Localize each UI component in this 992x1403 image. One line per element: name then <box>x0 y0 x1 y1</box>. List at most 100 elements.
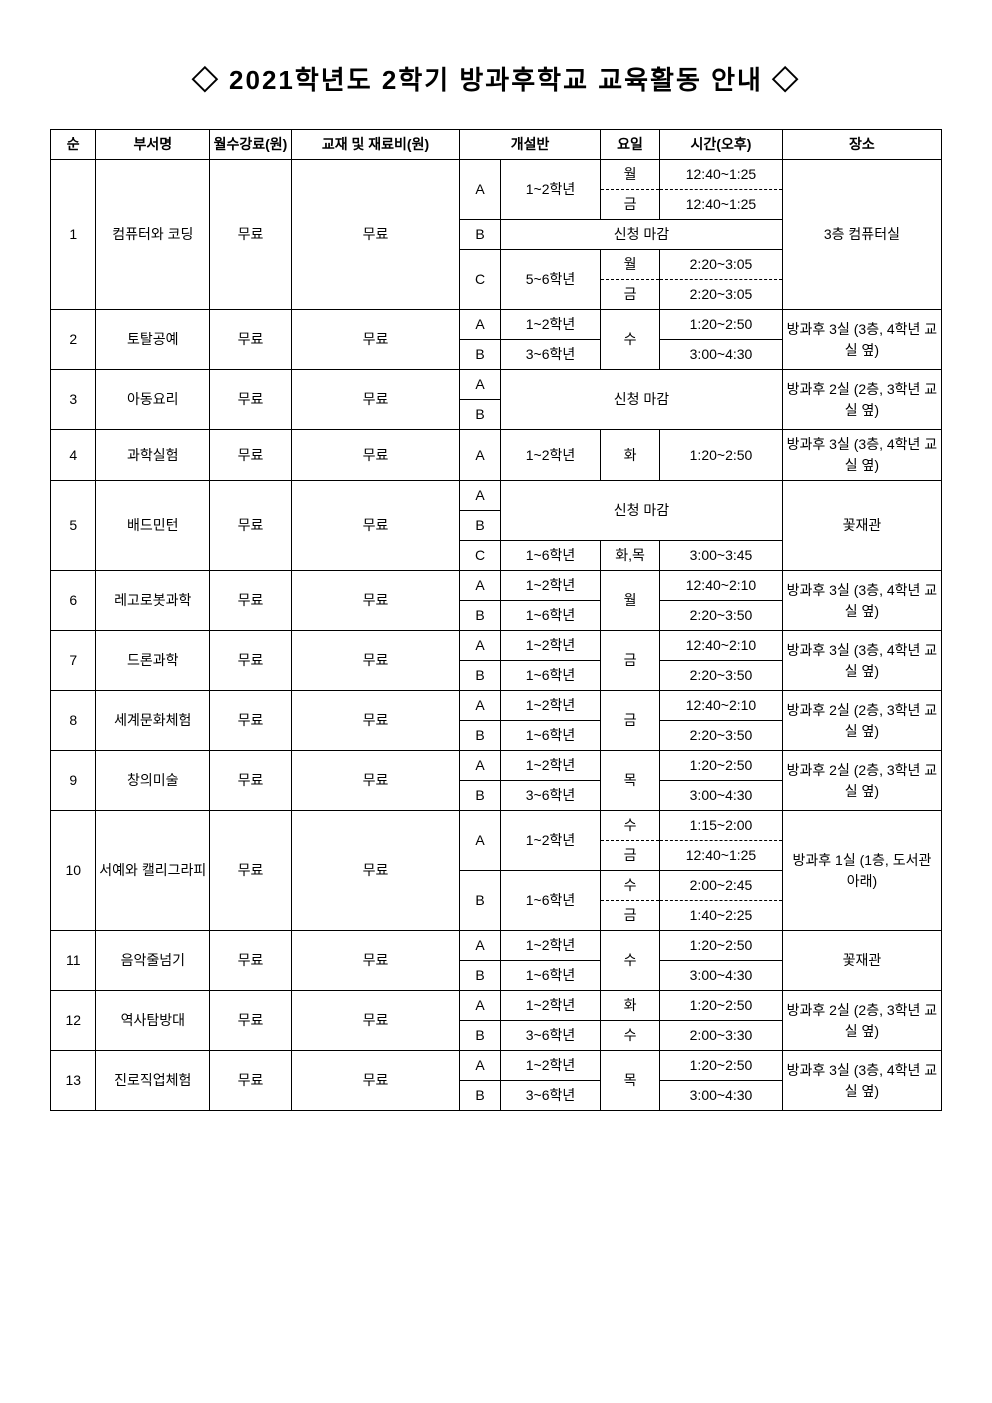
cell-day: 금 <box>601 190 660 220</box>
cell-place: 3층 컴퓨터실 <box>782 160 941 310</box>
cell-grade: 1~2학년 <box>501 691 601 721</box>
cell-place: 방과후 2실 (2층, 3학년 교실 옆) <box>782 691 941 751</box>
th-class-open: 개설반 <box>460 130 601 160</box>
cell-place: 방과후 2실 (2층, 3학년 교실 옆) <box>782 370 941 430</box>
cell-fee: 무료 <box>210 1051 292 1111</box>
cell-material: 무료 <box>291 631 459 691</box>
cell-class: A <box>460 751 501 781</box>
cell-closed: 신청 마감 <box>501 370 783 430</box>
cell-name: 역사탐방대 <box>96 991 210 1051</box>
cell-num: 5 <box>51 481 96 571</box>
cell-grade: 1~2학년 <box>501 310 601 340</box>
cell-class: A <box>460 931 501 961</box>
cell-material: 무료 <box>291 571 459 631</box>
cell-name: 컴퓨터와 코딩 <box>96 160 210 310</box>
cell-material: 무료 <box>291 991 459 1051</box>
cell-class: B <box>460 511 501 541</box>
cell-grade: 1~2학년 <box>501 430 601 481</box>
cell-grade: 1~2학년 <box>501 931 601 961</box>
cell-time: 2:20~3:50 <box>660 601 783 631</box>
cell-closed: 신청 마감 <box>501 220 783 250</box>
cell-day: 목 <box>601 751 660 811</box>
cell-time: 12:40~1:25 <box>660 190 783 220</box>
table-row: 5 배드민턴 무료 무료 A 신청 마감 꽃재관 <box>51 481 942 511</box>
cell-day: 수 <box>601 310 660 370</box>
cell-place: 방과후 3실 (3층, 4학년 교실 옆) <box>782 571 941 631</box>
cell-day: 월 <box>601 250 660 280</box>
cell-name: 배드민턴 <box>96 481 210 571</box>
table-row: 4 과학실험 무료 무료 A 1~2학년 화 1:20~2:50 방과후 3실 … <box>51 430 942 481</box>
cell-time: 1:20~2:50 <box>660 1051 783 1081</box>
cell-place: 꽃재관 <box>782 481 941 571</box>
cell-material: 무료 <box>291 481 459 571</box>
cell-grade: 3~6학년 <box>501 1021 601 1051</box>
cell-day: 목 <box>601 1051 660 1111</box>
cell-grade: 1~6학년 <box>501 541 601 571</box>
cell-time: 2:20~3:50 <box>660 721 783 751</box>
cell-time: 3:00~4:30 <box>660 781 783 811</box>
cell-num: 6 <box>51 571 96 631</box>
cell-num: 3 <box>51 370 96 430</box>
cell-class: A <box>460 430 501 481</box>
cell-time: 1:40~2:25 <box>660 901 783 931</box>
cell-class: B <box>460 400 501 430</box>
cell-day: 금 <box>601 280 660 310</box>
cell-time: 1:20~2:50 <box>660 991 783 1021</box>
cell-day: 금 <box>601 691 660 751</box>
cell-day: 화 <box>601 430 660 481</box>
cell-time: 3:00~4:30 <box>660 340 783 370</box>
cell-name: 아동요리 <box>96 370 210 430</box>
cell-class: A <box>460 1051 501 1081</box>
cell-day: 화,목 <box>601 541 660 571</box>
th-day: 요일 <box>601 130 660 160</box>
cell-class: B <box>460 721 501 751</box>
th-num: 순 <box>51 130 96 160</box>
table-row: 7 드론과학 무료 무료 A 1~2학년 금 12:40~2:10 방과후 3실… <box>51 631 942 661</box>
cell-grade: 5~6학년 <box>501 250 601 310</box>
cell-num: 8 <box>51 691 96 751</box>
cell-day: 수 <box>601 931 660 991</box>
table-row: 6 레고로봇과학 무료 무료 A 1~2학년 월 12:40~2:10 방과후 … <box>51 571 942 601</box>
cell-name: 토탈공예 <box>96 310 210 370</box>
cell-material: 무료 <box>291 370 459 430</box>
cell-fee: 무료 <box>210 160 292 310</box>
cell-time: 12:40~1:25 <box>660 841 783 871</box>
cell-class: B <box>460 1021 501 1051</box>
cell-material: 무료 <box>291 310 459 370</box>
cell-class: B <box>460 661 501 691</box>
cell-time: 2:00~3:30 <box>660 1021 783 1051</box>
cell-num: 12 <box>51 991 96 1051</box>
cell-class: C <box>460 250 501 310</box>
cell-class: B <box>460 340 501 370</box>
cell-time: 2:20~3:05 <box>660 250 783 280</box>
cell-num: 7 <box>51 631 96 691</box>
table-row: 2 토탈공예 무료 무료 A 1~2학년 수 1:20~2:50 방과후 3실 … <box>51 310 942 340</box>
cell-grade: 1~6학년 <box>501 661 601 691</box>
cell-time: 2:00~2:45 <box>660 871 783 901</box>
cell-name: 드론과학 <box>96 631 210 691</box>
cell-time: 3:00~4:30 <box>660 1081 783 1111</box>
cell-grade: 1~6학년 <box>501 961 601 991</box>
cell-time: 2:20~3:05 <box>660 280 783 310</box>
cell-class: B <box>460 220 501 250</box>
cell-time: 12:40~2:10 <box>660 631 783 661</box>
cell-fee: 무료 <box>210 931 292 991</box>
table-header-row: 순 부서명 월수강료(원) 교재 및 재료비(원) 개설반 요일 시간(오후) … <box>51 130 942 160</box>
cell-class: A <box>460 481 501 511</box>
cell-name: 세계문화체험 <box>96 691 210 751</box>
cell-place: 방과후 3실 (3층, 4학년 교실 옆) <box>782 310 941 370</box>
cell-class: A <box>460 631 501 661</box>
table-row: 8 세계문화체험 무료 무료 A 1~2학년 금 12:40~2:10 방과후 … <box>51 691 942 721</box>
cell-material: 무료 <box>291 430 459 481</box>
cell-time: 1:20~2:50 <box>660 430 783 481</box>
cell-day: 화 <box>601 991 660 1021</box>
cell-day: 수 <box>601 811 660 841</box>
th-time: 시간(오후) <box>660 130 783 160</box>
cell-class: A <box>460 571 501 601</box>
cell-time: 1:20~2:50 <box>660 751 783 781</box>
cell-place: 방과후 3실 (3층, 4학년 교실 옆) <box>782 430 941 481</box>
cell-class: B <box>460 781 501 811</box>
cell-num: 4 <box>51 430 96 481</box>
cell-class: A <box>460 691 501 721</box>
cell-name: 과학실험 <box>96 430 210 481</box>
